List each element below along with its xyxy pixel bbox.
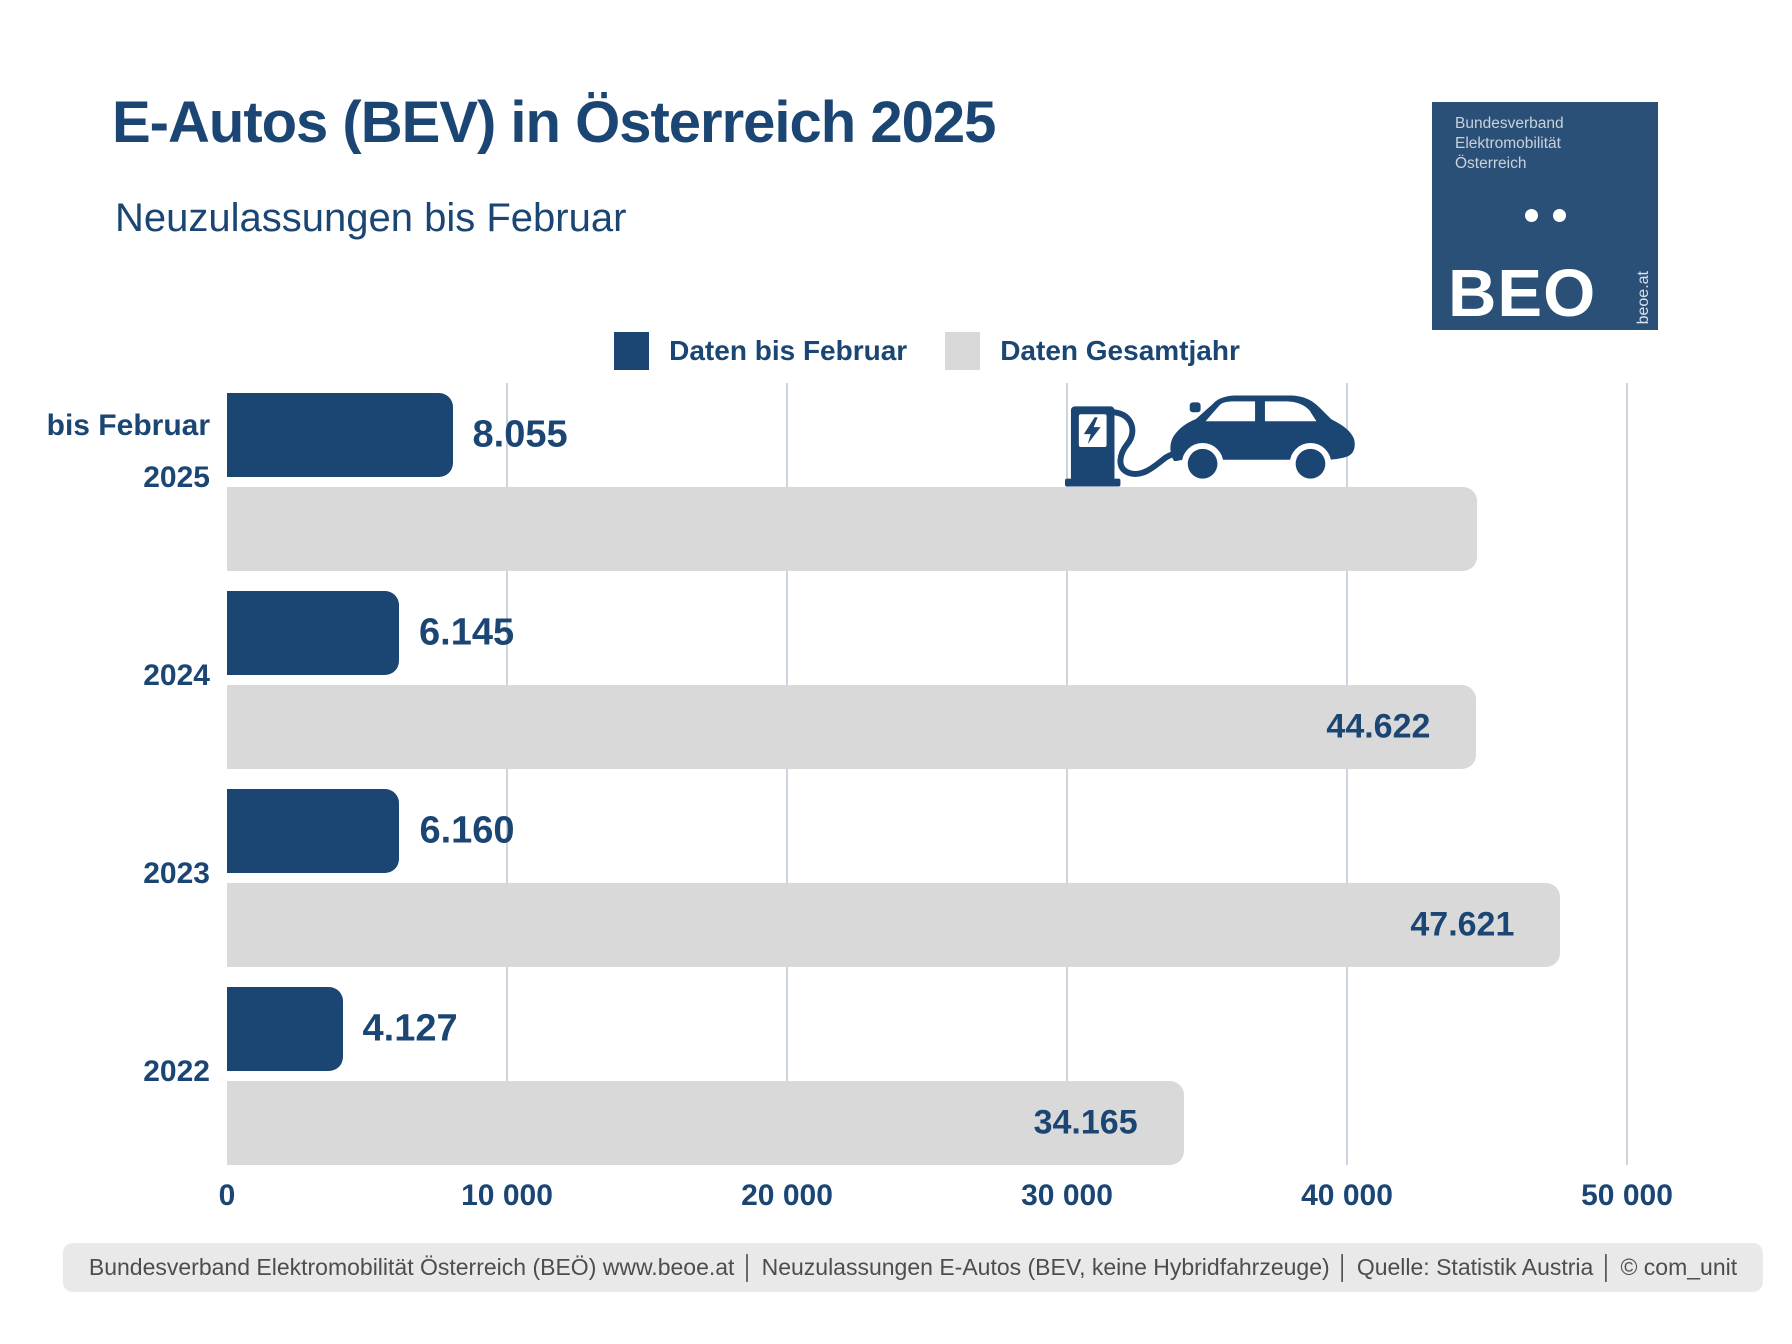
logo-website: beoe.at [1635,270,1652,324]
bar-feb-2022: 4.127 [227,987,458,1071]
category-label-2022: 2022 [143,1046,210,1098]
x-tick-10000: 10 000 [461,1179,553,1212]
ev-car [1170,395,1355,485]
chart: bis Februar 2025 8.055 2024 6.145 44.622 2023… [47,383,1673,1212]
x-tick-20000: 20 000 [741,1179,833,1212]
logo-acronym: BEO [1448,256,1597,331]
gridline-10000 [506,383,508,1165]
legend-swatch-feb [614,332,650,370]
legend-swatch-year [945,332,981,370]
bar-group-2025: bis Februar 2025 8.055 [47,393,1627,571]
charging-station-icon [1065,406,1121,487]
bar-year-2025 [227,487,1478,571]
x-tick-40000: 40 000 [1301,1179,1393,1212]
page-subtitle: Neuzulassungen bis Februar [115,196,627,240]
footer-credits: Bundesverband Elektromobilität Österreic… [62,1243,1764,1292]
category-label-2024: 2024 [143,650,210,702]
lightning-bolt-icon [1083,417,1101,444]
category-label-2023: 2023 [143,848,210,900]
category-label-2025: bis Februar 2025 [47,400,210,504]
logo-org-line: Bundesverband [1455,115,1564,132]
legend-label-feb: Daten bis Februar [669,335,908,366]
bar-feb-2025: 8.055 [227,393,568,477]
x-tick-0: 0 [218,1179,236,1212]
gridline-50000 [1626,383,1628,1165]
beo-logo: Bundesverband Elektromobilität Österreic… [1432,102,1658,331]
legend-label-year: Daten Gesamtjahr [1000,335,1240,366]
logo-org-name: Bundesverband Elektromobilität Österreic… [1455,114,1564,174]
legend-item-feb: Daten bis Februar [614,332,907,370]
bar-group-2024: 2024 6.145 44.622 [143,591,1627,769]
logo-org-line: Elektromobilität [1455,135,1561,152]
page-title: E-Autos (BEV) in Österreich 2025 [112,90,996,155]
category-label-line: 2024 [143,659,210,692]
value-label-year-2023: 47.621 [1410,905,1515,944]
gridline-40000 [1346,383,1348,1165]
charging-cable [1111,409,1177,477]
gridline-30000 [1066,383,1068,1165]
chart-legend: Daten bis Februar Daten Gesamtjahr [227,332,1627,370]
category-label-line: bis Februar [46,409,210,442]
x-tick-50000: 50 000 [1581,1179,1673,1212]
x-tick-30000: 30 000 [1021,1179,1113,1212]
ev-charging-car-icon [1065,395,1355,487]
category-label-line: 2023 [143,857,210,890]
car-mirror [1189,402,1201,413]
value-label-year-2024: 44.622 [1326,707,1431,746]
legend-item-year: Daten Gesamtjahr [945,332,1240,370]
gridline-20000 [786,383,788,1165]
logo-org-line: Österreich [1455,155,1527,172]
value-label-feb-2023: 6.160 [419,809,515,852]
bar-group-2022: 2022 4.127 34.165 [143,987,1627,1165]
category-label-line: 2025 [143,461,210,494]
bar-group-2023: 2023 6.160 47.621 [143,789,1627,967]
value-label-feb-2025: 8.055 [472,413,568,456]
bar-feb-2024: 6.145 [227,591,514,675]
value-label-feb-2024: 6.145 [419,611,515,654]
logo-umlaut-dot-left [1525,209,1538,222]
bar-feb-2023: 6.160 [227,789,515,873]
bar-year-2022: 34.165 [227,1081,1184,1165]
logo-umlaut-dot-right [1553,209,1566,222]
value-label-feb-2022: 4.127 [362,1007,458,1050]
bar-year-2023: 47.621 [227,883,1561,967]
bar-year-2024: 44.622 [227,685,1477,769]
value-label-year-2022: 34.165 [1033,1103,1138,1142]
category-label-line: 2022 [143,1055,210,1088]
